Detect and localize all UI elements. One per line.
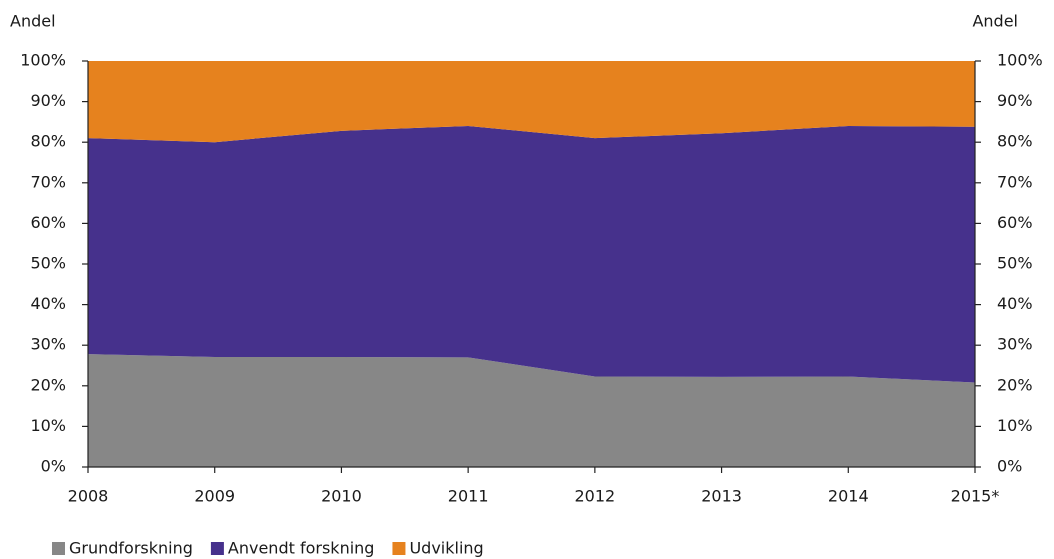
x-tick-label: 2015* <box>951 487 1000 506</box>
y2-tick-label: 60% <box>997 213 1033 232</box>
x-tick-label: 2010 <box>321 487 362 506</box>
y-tick-label: 50% <box>30 254 66 273</box>
area <box>88 354 975 467</box>
y-tick-label: 10% <box>30 416 66 435</box>
legend-label: Anvendt forskning <box>228 539 375 558</box>
y-tick-label: 20% <box>30 375 66 394</box>
x-tick-label: 2014 <box>828 487 869 506</box>
y-tick-label: 90% <box>30 91 66 110</box>
x-tick-label: 2008 <box>68 487 109 506</box>
y2-tick-label: 70% <box>997 172 1033 191</box>
y2-tick-label: 50% <box>997 254 1033 273</box>
y-tick-label: 100% <box>20 51 66 70</box>
legend-swatch <box>392 542 406 555</box>
x-tick-label: 2013 <box>701 487 742 506</box>
y-tick-label: 70% <box>30 172 66 191</box>
x-tick-label: 2012 <box>574 487 615 506</box>
legend-label: Udvikling <box>409 539 483 558</box>
y2-tick-label: 30% <box>997 335 1033 354</box>
y2-tick-label: 90% <box>997 91 1033 110</box>
legend-swatch <box>210 542 224 555</box>
y-axis-label: Andel <box>10 12 56 31</box>
legend-swatch <box>52 542 65 555</box>
y2-axis-label: Andel <box>972 12 1018 31</box>
y2-tick-label: 0% <box>997 457 1022 476</box>
y2-tick-label: 80% <box>997 132 1033 151</box>
legend-label: Grundforskning <box>69 539 193 558</box>
y-tick-label: 80% <box>30 132 66 151</box>
x-tick-label: 2009 <box>194 487 235 506</box>
y-tick-label: 60% <box>30 213 66 232</box>
area <box>88 61 975 143</box>
y2-tick-label: 40% <box>997 294 1033 313</box>
area <box>88 125 975 383</box>
y-tick-label: 30% <box>30 335 66 354</box>
y2-tick-label: 100% <box>997 51 1043 70</box>
y2-tick-label: 20% <box>997 375 1033 394</box>
y2-tick-label: 10% <box>997 416 1033 435</box>
y-tick-label: 0% <box>41 457 66 476</box>
x-tick-label: 2011 <box>448 487 489 506</box>
y-tick-label: 40% <box>30 294 66 313</box>
